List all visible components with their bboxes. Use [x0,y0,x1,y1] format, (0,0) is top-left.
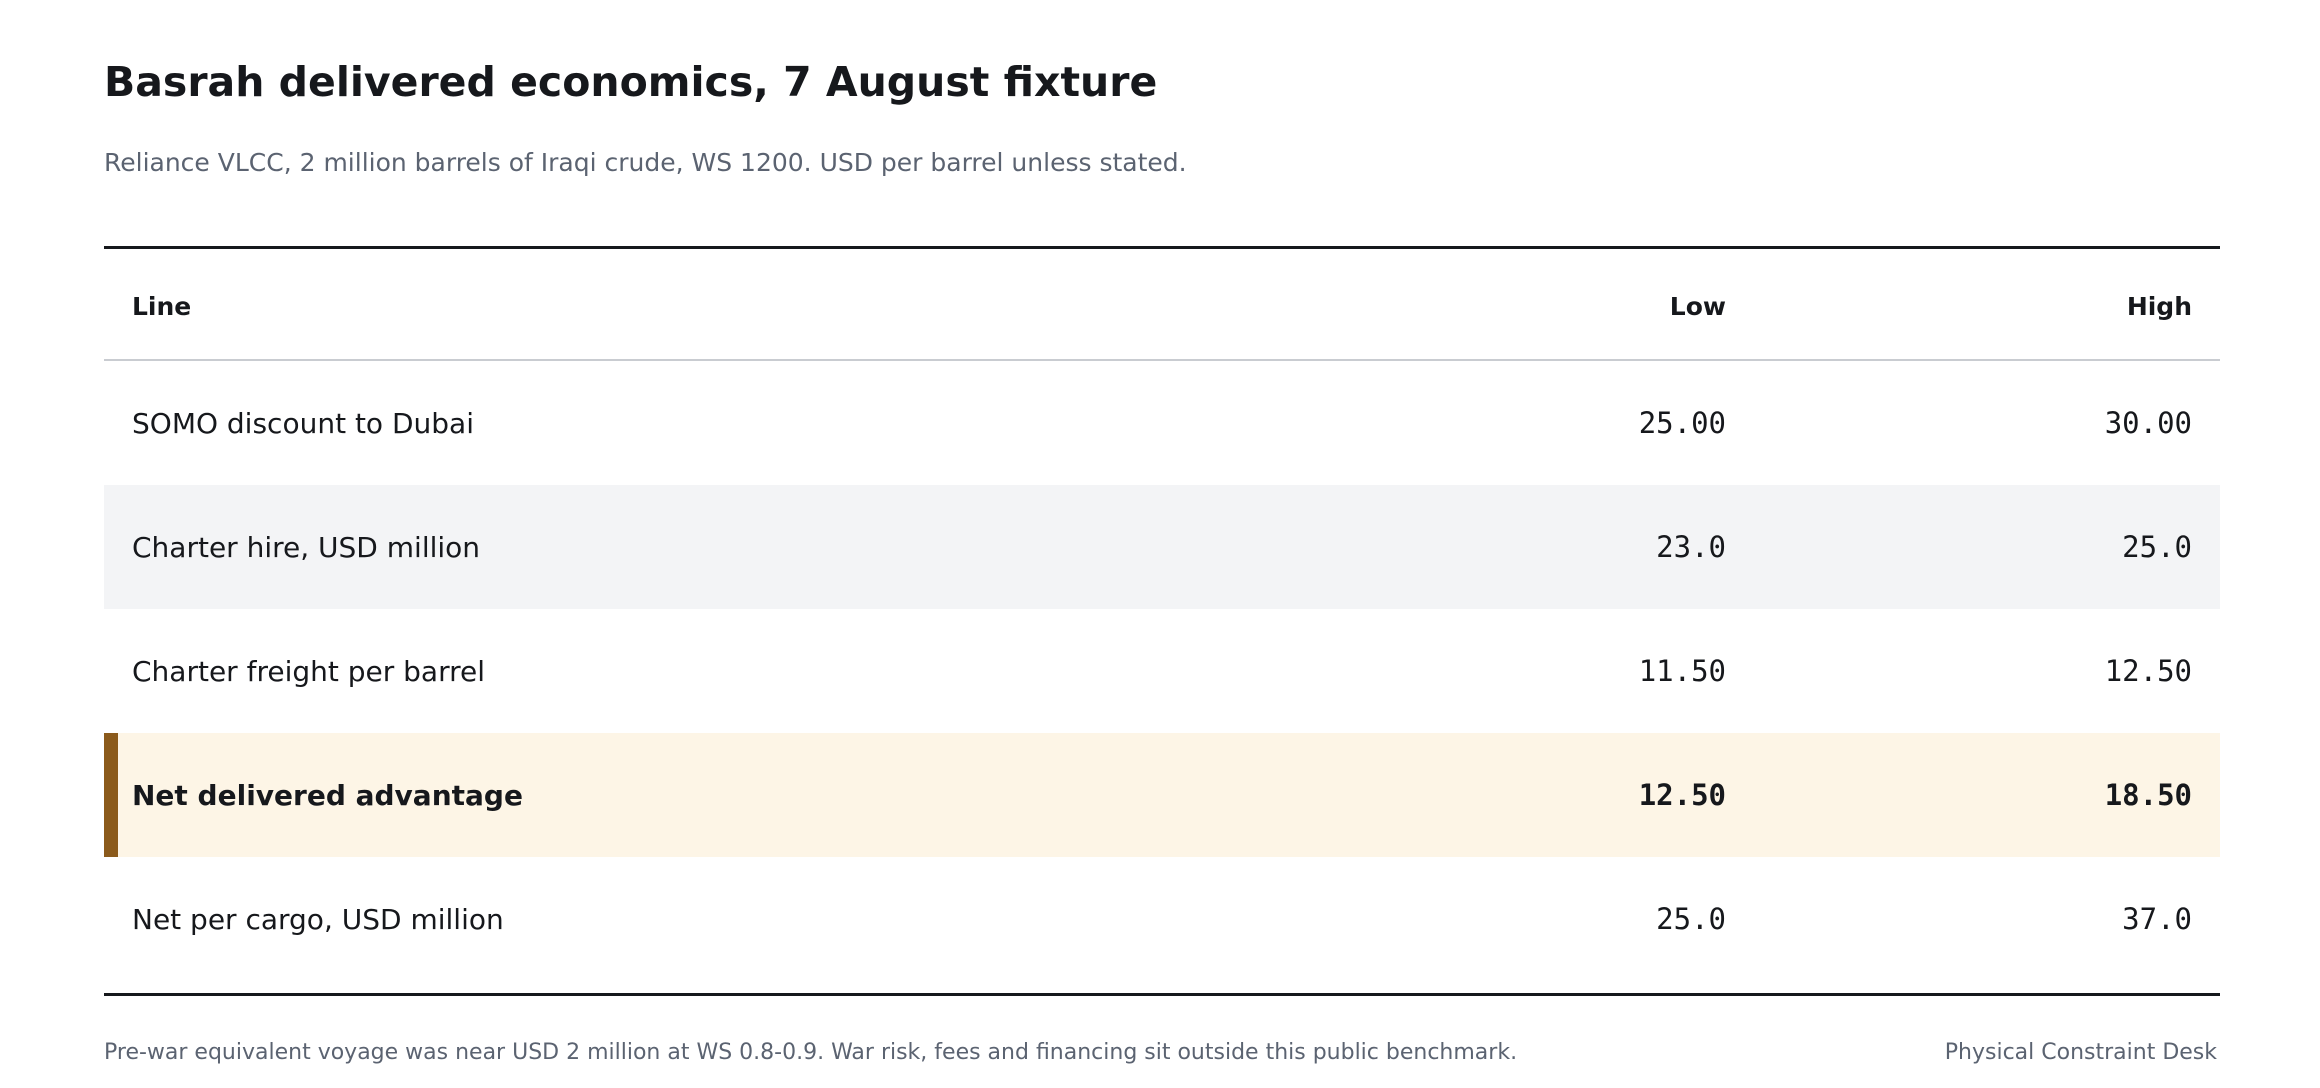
row-high-value: 30.00 [2104,406,2192,440]
page-subtitle: Reliance VLCC, 2 million barrels of Iraq… [104,148,1187,177]
row-label: Net delivered advantage [132,778,523,812]
row-label: Net per cargo, USD million [132,902,504,936]
row-low-value: 25.00 [1638,406,1726,440]
footnote: Pre-war equivalent voyage was near USD 2… [104,1040,1518,1065]
table-row-charter-freight: Charter freight per barrel 11.50 12.50 [104,609,2220,733]
row-label: Charter hire, USD million [132,530,481,564]
table-header-row: Line Low High [104,249,2220,361]
table-row-net-delivered-advantage: Net delivered advantage 12.50 18.50 [104,733,2220,857]
column-header-high: High [2126,291,2192,321]
table-top-rule [104,246,2220,249]
row-high-value: 12.50 [2104,654,2192,688]
row-label: SOMO discount to Dubai [132,406,474,440]
source-credit: Physical Constraint Desk [1944,1040,2217,1065]
row-high-value: 37.0 [2122,902,2192,936]
table-bottom-rule [104,993,2220,996]
highlight-accent-bar [104,733,118,857]
row-low-value: 25.0 [1656,902,1726,936]
table-row-charter-hire: Charter hire, USD million 23.0 25.0 [104,485,2220,609]
column-header-line: Line [132,291,192,321]
row-low-value: 12.50 [1638,778,1726,812]
row-high-value: 25.0 [2122,530,2192,564]
row-high-value: 18.50 [2104,778,2192,812]
page-title: Basrah delivered economics, 7 August fix… [104,58,1158,106]
table-row-somo-discount: SOMO discount to Dubai 25.00 30.00 [104,361,2220,485]
row-low-value: 23.0 [1656,530,1726,564]
economics-table: Line Low High SOMO discount to Dubai 25.… [104,246,2220,996]
row-label: Charter freight per barrel [132,654,486,688]
column-header-low: Low [1669,291,1726,321]
table-row-net-per-cargo: Net per cargo, USD million 25.0 37.0 [104,857,2220,981]
row-low-value: 11.50 [1638,654,1726,688]
